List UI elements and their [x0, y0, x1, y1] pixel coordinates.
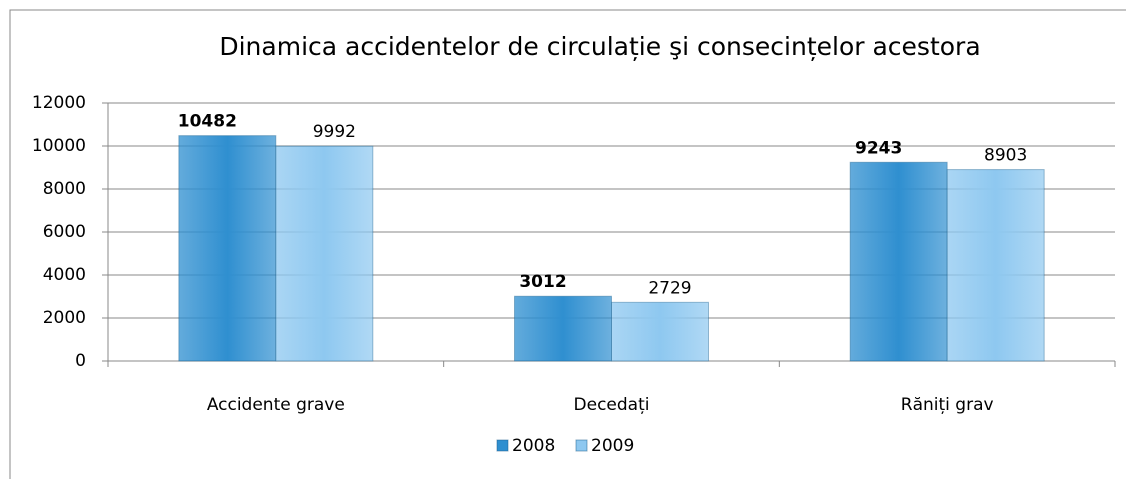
- y-tick-label: 2000: [43, 308, 86, 328]
- data-label: 9992: [313, 122, 356, 142]
- y-tick-label: 6000: [43, 222, 86, 242]
- y-tick-label: 10000: [32, 136, 86, 156]
- data-label: 8903: [984, 146, 1027, 166]
- bar: [849, 161, 948, 362]
- data-label: 9243: [855, 138, 902, 158]
- legend-swatch: [496, 439, 509, 452]
- legend-label: 2009: [591, 436, 634, 456]
- legend-swatch: [575, 439, 588, 452]
- y-tick-label: 0: [75, 351, 86, 371]
- legend-label: 2008: [512, 436, 555, 456]
- data-label: 10482: [178, 112, 237, 132]
- x-tick-label: Răniți grav: [901, 395, 994, 415]
- y-tick-label: 12000: [32, 93, 86, 113]
- bar: [611, 301, 709, 362]
- data-label: 2729: [648, 278, 691, 298]
- bar: [514, 295, 612, 362]
- x-tick-label: Decedați: [574, 395, 650, 415]
- data-label: 3012: [519, 272, 566, 292]
- x-tick-label: Accidente grave: [207, 395, 345, 415]
- bar: [946, 169, 1045, 362]
- y-tick-label: 4000: [43, 265, 86, 285]
- bar: [275, 145, 374, 362]
- y-tick-label: 8000: [43, 179, 86, 199]
- bar: [178, 135, 277, 362]
- chart-title: Dinamica accidentelor de circulație şi c…: [219, 32, 980, 61]
